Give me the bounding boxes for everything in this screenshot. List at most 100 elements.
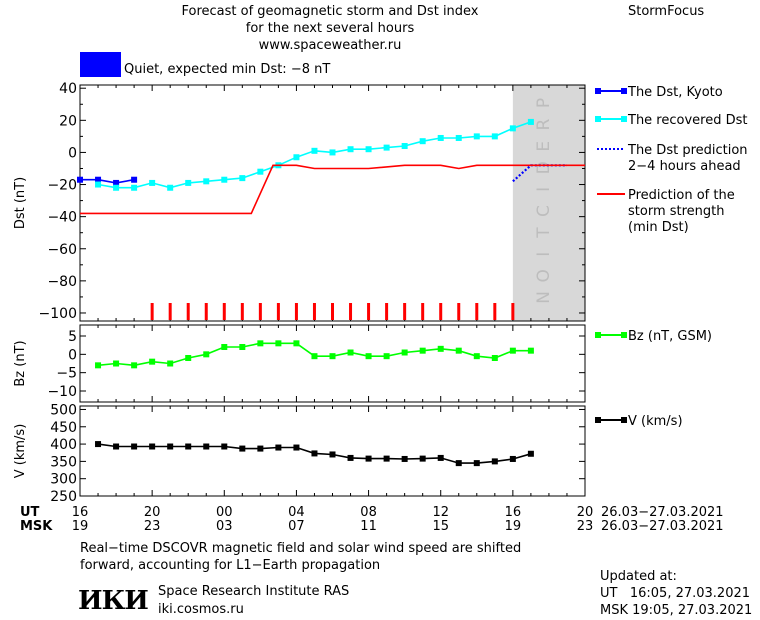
data-point	[311, 353, 318, 360]
data-point	[167, 360, 174, 367]
updated-label: Updated at:	[600, 569, 677, 584]
legend-label: The Dst, Kyoto	[627, 85, 723, 100]
prediction-letter: P	[534, 98, 554, 108]
data-point	[311, 450, 318, 457]
institute-name: Space Research Institute RAS	[158, 584, 350, 599]
y-tick-label: −100	[39, 306, 77, 322]
y-tick-label: 450	[50, 420, 77, 436]
data-point	[383, 144, 390, 151]
ut-date-range: 26.03−27.03.2021	[601, 505, 724, 520]
prediction-letter: N	[534, 291, 554, 304]
title-line-3: www.spaceweather.ru	[258, 38, 402, 53]
legend-marker	[621, 417, 627, 423]
y-tick-label: 0	[68, 347, 77, 363]
legend-marker	[621, 116, 627, 122]
y-tick-label: 350	[50, 454, 77, 470]
y-tick-label: 300	[50, 472, 77, 488]
data-point	[293, 154, 300, 161]
prediction-letter: E	[534, 141, 554, 152]
legend-label: Prediction of the	[628, 188, 735, 203]
legend-marker	[595, 88, 601, 94]
data-point	[329, 149, 336, 156]
y-axis-label-v: V (km/s)	[13, 424, 28, 479]
data-point	[491, 355, 498, 361]
data-point	[365, 353, 372, 360]
data-point	[95, 176, 102, 183]
msk-tick-label: 11	[360, 519, 377, 534]
data-point	[437, 454, 444, 461]
ut-tick-label: 20	[577, 505, 594, 520]
prediction-letter: C	[534, 205, 554, 217]
data-point	[473, 460, 480, 467]
data-point	[383, 353, 390, 360]
data-point	[473, 133, 480, 140]
data-point	[149, 358, 156, 365]
data-point	[167, 184, 174, 191]
y-tick-label: −10	[47, 384, 77, 400]
data-point	[185, 355, 192, 361]
msk-date-range: 26.03−27.03.2021	[601, 519, 724, 534]
data-point	[383, 455, 390, 462]
data-point	[185, 443, 192, 450]
data-point	[113, 179, 120, 186]
data-point	[509, 347, 516, 354]
data-point	[347, 349, 354, 356]
data-point	[95, 181, 102, 188]
data-point	[419, 138, 426, 145]
data-point	[419, 455, 426, 462]
series-line-dst-3	[80, 164, 585, 215]
ut-tick-label: 20	[144, 505, 161, 520]
data-point	[527, 450, 534, 457]
data-point	[293, 340, 300, 347]
series-line-dst-1	[97, 121, 532, 189]
storm-level-swatch	[80, 52, 121, 77]
data-point	[509, 125, 516, 132]
msk-tick-label: 19	[505, 519, 522, 534]
data-point	[527, 118, 534, 125]
data-point	[473, 353, 480, 360]
ut-tick-label: 08	[360, 505, 377, 520]
panel-frame-dst	[79, 84, 586, 322]
data-point	[167, 443, 174, 450]
data-point	[239, 175, 246, 182]
prediction-letter: O	[534, 269, 554, 282]
storm-level-label: Quiet, expected min Dst: −8 nT	[124, 62, 331, 77]
legend-marker	[595, 417, 601, 423]
updated-msk-time: MSK 19:05, 27.03.2021	[600, 603, 753, 618]
y-axis-label-dst: Dst (nT)	[13, 177, 28, 229]
msk-axis-label: MSK	[20, 519, 53, 534]
legend-label: The recovered Dst	[627, 113, 747, 128]
y-tick-label: 5	[68, 329, 77, 345]
title-line-1: Forecast of geomagnetic storm and Dst in…	[181, 4, 479, 19]
data-point	[365, 455, 372, 462]
data-point	[239, 344, 246, 350]
data-point	[131, 443, 138, 450]
y-tick-label: −20	[47, 178, 77, 194]
data-point	[221, 344, 228, 350]
institute-url[interactable]: iki.cosmos.ru	[158, 602, 244, 617]
data-point	[491, 133, 498, 140]
data-point	[77, 176, 83, 183]
y-tick-label: −60	[47, 242, 77, 258]
ut-tick-label: 16	[505, 505, 522, 520]
data-point	[275, 340, 282, 347]
data-point	[95, 362, 102, 369]
ut-axis-label: UT	[20, 505, 40, 520]
prediction-letter: I	[534, 187, 554, 192]
series-line-dst-0	[80, 178, 135, 184]
y-tick-label: −5	[56, 366, 77, 382]
y-tick-label: 250	[50, 489, 77, 505]
legend-label: storm strength	[628, 204, 725, 219]
data-point	[131, 362, 138, 369]
prediction-letter: D	[534, 161, 554, 174]
data-point	[257, 445, 264, 452]
data-point	[455, 460, 462, 467]
panel-frame-v	[79, 405, 586, 497]
data-point	[113, 443, 120, 450]
data-point	[131, 176, 138, 183]
panel-frame-bz	[79, 324, 586, 403]
ut-tick-label: 12	[432, 505, 449, 520]
brand-name: StormFocus	[628, 4, 705, 19]
data-point	[221, 176, 228, 183]
